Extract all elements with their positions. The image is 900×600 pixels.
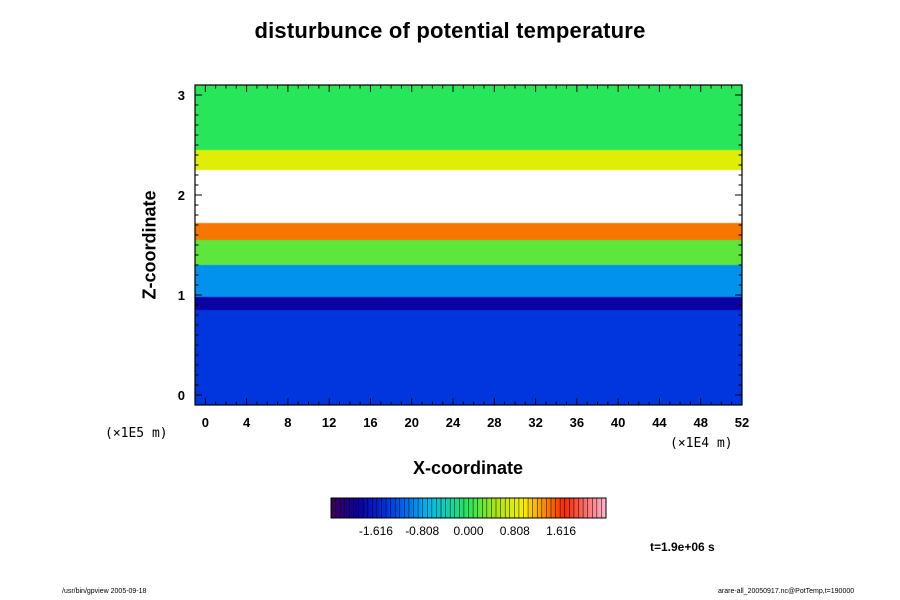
y-tick-label: 2 xyxy=(178,188,185,203)
x-axis-unit: (×1E4 m) xyxy=(670,436,733,451)
x-tick-label: 28 xyxy=(487,415,501,430)
y-tick-label: 3 xyxy=(178,88,185,103)
chart-title: disturbunce of potential temperature xyxy=(254,18,646,43)
x-tick-label: 20 xyxy=(405,415,419,430)
x-tick-label: 0 xyxy=(202,415,209,430)
colorbar-tick-label: 1.616 xyxy=(546,524,576,538)
colorbar-tick-label: -0.808 xyxy=(405,524,439,538)
colorbar: -1.616 -0.808 0.000 0.808 1.616 xyxy=(330,497,607,538)
x-tick-label: 8 xyxy=(284,415,291,430)
heatmap-field xyxy=(195,85,742,405)
time-annotation: t=1.9e+06 s xyxy=(650,540,715,554)
x-tick-label: 36 xyxy=(570,415,584,430)
x-axis-label: X-coordinate xyxy=(412,458,524,478)
x-tick-label: 40 xyxy=(611,415,625,430)
footer-command: /usr/bin/gpview 2005-09-18 xyxy=(62,588,147,595)
x-tick-label: 4 xyxy=(243,415,251,430)
heatmap-field-bands xyxy=(195,85,742,405)
x-tick-label: 24 xyxy=(446,415,461,430)
y-tick-label: 1 xyxy=(178,288,185,303)
x-tick-label: 32 xyxy=(528,415,542,430)
colorbar-tick-label: 0.808 xyxy=(500,524,530,538)
x-axis-ticks: 0 4 8 12 16 20 24 28 32 36 40 44 48 52 xyxy=(202,85,749,430)
colorbar-tick-label: 0.000 xyxy=(453,524,483,538)
colorbar-tick-label: -1.616 xyxy=(359,524,393,538)
x-tick-label: 52 xyxy=(735,415,749,430)
x-tick-label: 44 xyxy=(652,415,667,430)
y-tick-label: 0 xyxy=(178,388,185,403)
x-tick-label: 48 xyxy=(693,415,707,430)
footer-source: arare-all_20050917.nc@PotTemp,t=190000 xyxy=(718,588,855,595)
x-tick-label: 16 xyxy=(363,415,377,430)
x-tick-label: 12 xyxy=(322,415,336,430)
y-axis-ticks: 0 1 2 3 xyxy=(178,84,742,403)
y-axis-unit: (×1E5 m) xyxy=(105,426,168,441)
